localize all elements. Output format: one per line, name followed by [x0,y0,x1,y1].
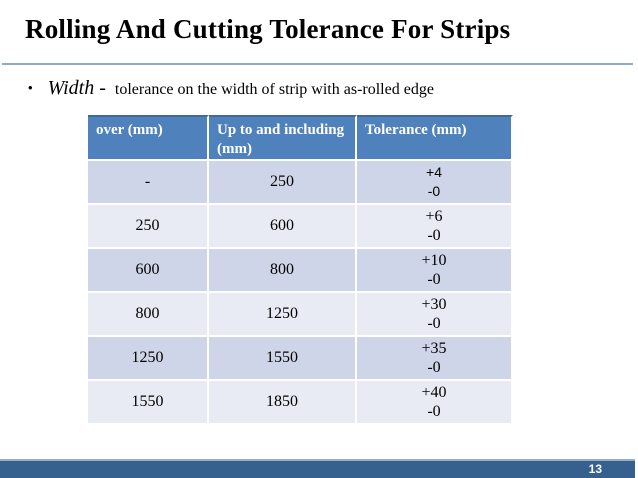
cell-over: 1250 [88,337,209,381]
cell-up-to: 800 [209,249,357,293]
table-row: - 250 +4 -0 [88,161,513,205]
tolerance-plus: +6 [425,208,443,225]
col-header-up-to: Up to and including (mm) [209,115,357,161]
bullet-description: tolerance on the width of strip with as-… [114,81,434,98]
tolerance-minus: -0 [427,227,441,244]
tolerance-plus: +4 [426,164,442,180]
table-row: 250 600 +6 -0 [88,205,513,249]
cell-over: - [88,161,209,205]
tolerance-plus: +35 [421,340,447,357]
title-divider [2,63,633,65]
page-number: 13 [588,462,602,476]
cell-tolerance: +6 -0 [357,205,513,249]
tolerance-minus: -0 [427,183,441,199]
bullet-icon: • [28,80,33,95]
bullet-term: Width - [47,77,106,99]
tolerance-plus: +10 [421,252,447,269]
table-row: 1550 1850 +40 -0 [88,381,513,425]
tolerance-plus: +40 [421,384,447,401]
cell-tolerance: +4 -0 [357,161,513,205]
tolerance-minus: -0 [427,315,441,332]
cell-tolerance: +40 -0 [357,381,513,425]
cell-up-to: 250 [209,161,357,205]
col-header-over: over (mm) [88,115,209,161]
bullet-item: • Width - tolerance on the width of stri… [28,77,434,100]
table-row: 1250 1550 +35 -0 [88,337,513,381]
table-row: 600 800 +10 -0 [88,249,513,293]
cell-over: 800 [88,293,209,337]
slide-title: Rolling And Cutting Tolerance For Strips [25,14,511,44]
tolerance-minus: -0 [427,403,441,420]
cell-tolerance: +35 -0 [357,337,513,381]
cell-up-to: 1550 [209,337,357,381]
tolerance-plus: +30 [421,296,447,313]
cell-tolerance: +10 -0 [357,249,513,293]
cell-over: 600 [88,249,209,293]
table-header-row: over (mm) Up to and including (mm) Toler… [88,115,513,161]
tolerance-minus: -0 [427,271,441,288]
tolerance-minus: -0 [427,359,441,376]
table-row: 800 1250 +30 -0 [88,293,513,337]
cell-tolerance: +30 -0 [357,293,513,337]
cell-up-to: 1250 [209,293,357,337]
col-header-tolerance: Tolerance (mm) [357,115,513,161]
footer-bar: 13 [0,459,635,478]
cell-over: 250 [88,205,209,249]
cell-up-to: 1850 [209,381,357,425]
tolerance-table: over (mm) Up to and including (mm) Toler… [88,115,513,425]
cell-up-to: 600 [209,205,357,249]
cell-over: 1550 [88,381,209,425]
